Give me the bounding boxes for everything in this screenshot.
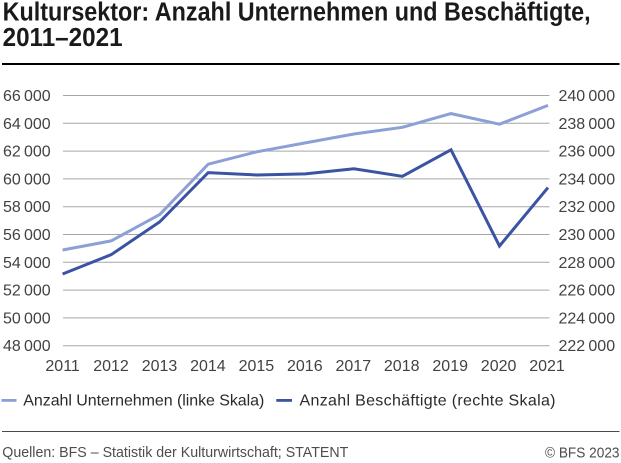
svg-text:232 000: 232 000 <box>559 199 616 216</box>
svg-text:2020: 2020 <box>481 358 517 375</box>
svg-text:234 000: 234 000 <box>559 171 616 188</box>
svg-text:52 000: 52 000 <box>3 283 51 300</box>
svg-text:56 000: 56 000 <box>3 227 51 244</box>
svg-text:Kultursektor: Anzahl Unternehm: Kultursektor: Anzahl Unternehmen und Bes… <box>3 0 591 27</box>
svg-text:226 000: 226 000 <box>559 283 616 300</box>
svg-text:228 000: 228 000 <box>559 255 616 272</box>
svg-text:54 000: 54 000 <box>3 255 51 272</box>
svg-text:224 000: 224 000 <box>559 310 616 327</box>
svg-text:2021: 2021 <box>529 358 565 375</box>
svg-text:238 000: 238 000 <box>559 116 616 133</box>
svg-text:© BFS 2023: © BFS 2023 <box>545 444 620 461</box>
svg-text:2014: 2014 <box>190 358 226 375</box>
svg-text:2017: 2017 <box>336 358 372 375</box>
svg-text:2011: 2011 <box>45 358 80 375</box>
svg-text:50 000: 50 000 <box>3 310 51 327</box>
svg-text:Quellen: BFS – Statistik der K: Quellen: BFS – Statistik der Kulturwirts… <box>2 444 348 461</box>
svg-text:2019: 2019 <box>432 358 468 375</box>
svg-text:222 000: 222 000 <box>559 338 616 355</box>
svg-text:2015: 2015 <box>239 358 275 375</box>
svg-text:2012: 2012 <box>93 358 129 375</box>
svg-text:60 000: 60 000 <box>3 171 51 188</box>
svg-text:58 000: 58 000 <box>3 199 51 216</box>
svg-text:66 000: 66 000 <box>3 88 51 105</box>
svg-text:48 000: 48 000 <box>3 338 51 355</box>
svg-text:2011–2021: 2011–2021 <box>3 24 123 52</box>
svg-text:230 000: 230 000 <box>559 227 616 244</box>
svg-text:2013: 2013 <box>142 358 178 375</box>
svg-text:236 000: 236 000 <box>559 144 616 161</box>
svg-text:240 000: 240 000 <box>559 88 616 105</box>
svg-text:Anzahl Unternehmen (linke Skal: Anzahl Unternehmen (linke Skala) <box>23 393 264 410</box>
svg-text:2016: 2016 <box>287 358 323 375</box>
svg-text:62 000: 62 000 <box>3 144 51 161</box>
svg-text:64 000: 64 000 <box>3 116 51 133</box>
svg-text:2018: 2018 <box>384 358 420 375</box>
svg-text:Anzahl Beschäftigte (rechte Sk: Anzahl Beschäftigte (rechte Skala) <box>300 393 556 410</box>
